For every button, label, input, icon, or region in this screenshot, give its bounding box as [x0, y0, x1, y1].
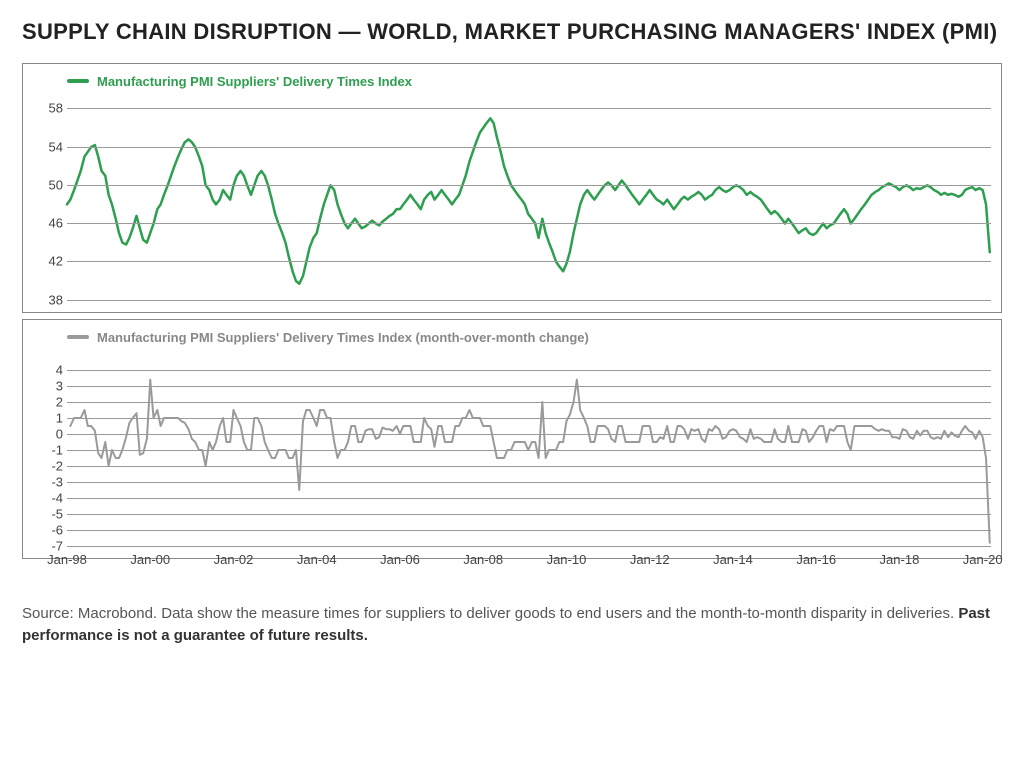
y-tick-label: 54: [33, 139, 63, 154]
y-tick-label: 0: [33, 426, 63, 441]
x-tick-label: Jan-04: [297, 552, 337, 567]
top-legend-swatch: [67, 79, 89, 83]
gridline: [67, 434, 991, 435]
top-series-svg: [67, 104, 991, 300]
gridline: [67, 185, 991, 186]
y-tick-label: -4: [33, 490, 63, 505]
bottom-legend-swatch: [67, 335, 89, 339]
x-tick-label: Jan-12: [630, 552, 670, 567]
y-tick-label: 46: [33, 216, 63, 231]
x-tick-label: Jan-00: [130, 552, 170, 567]
x-tick-label: Jan-14: [713, 552, 753, 567]
gridline: [67, 147, 991, 148]
top-legend: Manufacturing PMI Suppliers' Delivery Ti…: [67, 74, 412, 89]
gridline: [67, 466, 991, 467]
gridline: [67, 386, 991, 387]
y-tick-label: 50: [33, 177, 63, 192]
gridline: [67, 482, 991, 483]
footer-source: Source: Macrobond. Data show the measure…: [22, 605, 958, 622]
bottom-legend: Manufacturing PMI Suppliers' Delivery Ti…: [67, 330, 589, 345]
chart-footer: Source: Macrobond. Data show the measure…: [22, 603, 1002, 648]
chart-title: SUPPLY CHAIN DISRUPTION — WORLD, MARKET …: [22, 18, 1002, 47]
x-tick-label: Jan-16: [796, 552, 836, 567]
y-tick-label: 1: [33, 410, 63, 425]
y-tick-label: 3: [33, 378, 63, 393]
gridline: [67, 530, 991, 531]
y-tick-label: -7: [33, 538, 63, 553]
gridline: [67, 108, 991, 109]
y-tick-label: 58: [33, 101, 63, 116]
x-tick-label: Jan-18: [880, 552, 920, 567]
y-tick-label: 2: [33, 394, 63, 409]
gridline: [67, 223, 991, 224]
y-tick-label: -2: [33, 458, 63, 473]
gridline: [67, 450, 991, 451]
top-plot-area: 384246505458: [67, 104, 991, 300]
gridline: [67, 498, 991, 499]
top-chart-panel: Manufacturing PMI Suppliers' Delivery Ti…: [22, 63, 1002, 313]
x-tick-label: Jan-98: [47, 552, 87, 567]
y-tick-label: -6: [33, 522, 63, 537]
y-tick-label: -5: [33, 506, 63, 521]
top-legend-label: Manufacturing PMI Suppliers' Delivery Ti…: [97, 74, 412, 89]
gridline: [67, 300, 991, 301]
gridline: [67, 402, 991, 403]
x-tick-label: Jan-08: [463, 552, 503, 567]
y-tick-label: 4: [33, 362, 63, 377]
bottom-legend-label: Manufacturing PMI Suppliers' Delivery Ti…: [97, 330, 589, 345]
gridline: [67, 370, 991, 371]
y-tick-label: -1: [33, 442, 63, 457]
bottom-series-svg: [67, 362, 991, 546]
y-tick-label: 42: [33, 254, 63, 269]
y-tick-label: 38: [33, 292, 63, 307]
x-tick-label: Jan-10: [547, 552, 587, 567]
x-axis: Jan-98Jan-00Jan-02Jan-04Jan-06Jan-08Jan-…: [67, 546, 991, 576]
y-tick-label: -3: [33, 474, 63, 489]
gridline: [67, 546, 991, 547]
x-tick-label: Jan-06: [380, 552, 420, 567]
gridline: [67, 418, 991, 419]
bottom-plot-area: Jan-98Jan-00Jan-02Jan-04Jan-06Jan-08Jan-…: [67, 362, 991, 546]
x-tick-label: Jan-20: [963, 552, 1003, 567]
x-tick-label: Jan-02: [214, 552, 254, 567]
gridline: [67, 514, 991, 515]
gridline: [67, 261, 991, 262]
bottom-chart-panel: Manufacturing PMI Suppliers' Delivery Ti…: [22, 319, 1002, 559]
